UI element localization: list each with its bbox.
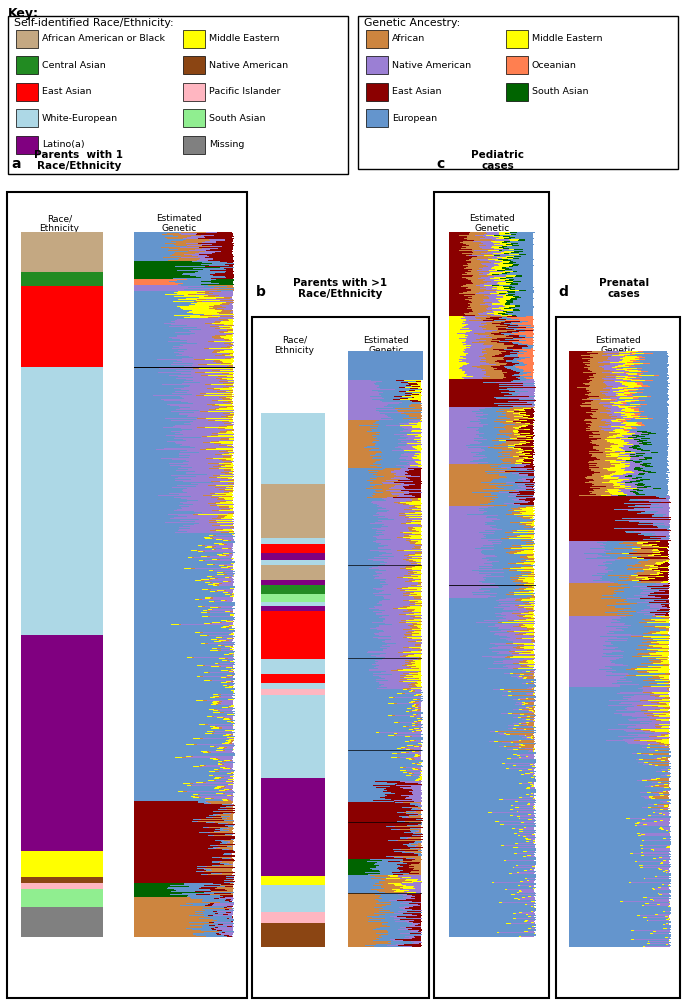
Text: Prenatal
cases: Prenatal cases xyxy=(599,278,649,299)
Bar xyxy=(261,412,325,484)
Bar xyxy=(261,595,325,602)
Bar xyxy=(366,56,388,75)
Bar xyxy=(261,564,325,580)
Bar xyxy=(16,109,38,127)
Text: Estimated
Genetic
Ancestry: Estimated Genetic Ancestry xyxy=(595,336,640,365)
Bar xyxy=(261,543,325,552)
Bar xyxy=(183,56,205,75)
Bar xyxy=(16,56,38,75)
Text: East Asian: East Asian xyxy=(42,87,92,96)
Bar xyxy=(261,607,325,611)
Bar xyxy=(261,659,325,673)
Text: c: c xyxy=(436,157,445,171)
Bar xyxy=(261,673,325,682)
Bar xyxy=(183,29,205,47)
Bar xyxy=(366,109,388,127)
Bar xyxy=(506,56,528,75)
Text: b: b xyxy=(256,285,266,299)
Text: South Asian: South Asian xyxy=(532,87,588,96)
Bar xyxy=(21,851,103,877)
Bar xyxy=(183,83,205,101)
Bar xyxy=(16,83,38,101)
Bar xyxy=(21,883,103,889)
Text: Pacific Islander: Pacific Islander xyxy=(209,87,280,96)
Text: Parents  with 1
Race/Ethnicity: Parents with 1 Race/Ethnicity xyxy=(34,150,123,171)
Text: Key:: Key: xyxy=(8,7,39,20)
Bar xyxy=(21,367,103,635)
Text: Native American: Native American xyxy=(392,60,471,70)
Text: Estimated
Genetic
Ancestry: Estimated Genetic Ancestry xyxy=(469,214,514,244)
Text: East Asian: East Asian xyxy=(392,87,442,96)
Text: a: a xyxy=(12,157,21,171)
Text: African: African xyxy=(392,34,425,43)
Bar xyxy=(261,586,325,595)
Bar xyxy=(261,538,325,543)
Text: Estimated
Genetic
Ancestry: Estimated Genetic Ancestry xyxy=(364,336,409,365)
Bar xyxy=(261,923,325,947)
Bar xyxy=(358,16,678,168)
Bar xyxy=(21,272,103,286)
Bar xyxy=(183,136,205,154)
Bar xyxy=(21,286,103,367)
Text: Middle Eastern: Middle Eastern xyxy=(209,34,279,43)
Bar xyxy=(261,778,325,877)
Bar xyxy=(261,559,325,564)
Bar xyxy=(261,688,325,695)
Bar xyxy=(21,635,103,851)
Text: Native American: Native American xyxy=(209,60,288,70)
Bar xyxy=(366,29,388,47)
Bar xyxy=(8,16,348,174)
Text: Middle Eastern: Middle Eastern xyxy=(532,34,603,43)
Text: Oceanian: Oceanian xyxy=(532,60,577,70)
Bar xyxy=(261,877,325,885)
Bar xyxy=(261,611,325,659)
Bar xyxy=(183,109,205,127)
Bar xyxy=(261,912,325,923)
Bar xyxy=(16,29,38,47)
Text: European: European xyxy=(392,114,437,123)
Text: Race/
Ethnicity: Race/ Ethnicity xyxy=(275,336,314,355)
Bar xyxy=(16,136,38,154)
Text: Estimated
Genetic
Ancestry: Estimated Genetic Ancestry xyxy=(157,214,202,244)
Text: Missing: Missing xyxy=(209,140,245,149)
Text: Parents with >1
Race/Ethnicity: Parents with >1 Race/Ethnicity xyxy=(293,278,388,299)
Text: Genetic Ancestry:: Genetic Ancestry: xyxy=(364,18,460,28)
Bar xyxy=(261,552,325,559)
Text: d: d xyxy=(559,285,569,299)
Bar xyxy=(261,602,325,607)
Text: Central Asian: Central Asian xyxy=(42,60,105,70)
Bar xyxy=(261,484,325,538)
Bar xyxy=(261,682,325,688)
Text: White-European: White-European xyxy=(42,114,118,123)
Bar xyxy=(21,907,103,937)
Text: South Asian: South Asian xyxy=(209,114,266,123)
Bar xyxy=(261,695,325,778)
Bar xyxy=(261,580,325,586)
Bar xyxy=(21,877,103,883)
Bar xyxy=(506,29,528,47)
Bar xyxy=(261,885,325,912)
Bar xyxy=(21,232,103,272)
Text: African American or Black: African American or Black xyxy=(42,34,165,43)
Bar xyxy=(21,889,103,907)
Bar xyxy=(506,83,528,101)
Text: Latino(a): Latino(a) xyxy=(42,140,85,149)
Bar xyxy=(366,83,388,101)
Text: Race/
Ethnicity: Race/ Ethnicity xyxy=(40,214,79,234)
Text: Self-identified Race/Ethnicity:: Self-identified Race/Ethnicity: xyxy=(14,18,173,28)
Text: Pediatric
cases: Pediatric cases xyxy=(471,150,524,171)
